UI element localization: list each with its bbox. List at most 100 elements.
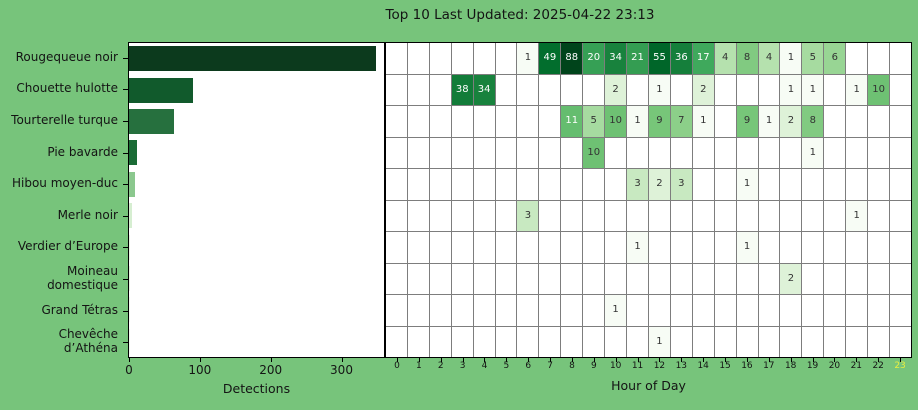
heatmap-cell — [429, 106, 451, 137]
hour-tick-mark — [681, 358, 683, 362]
heatmap-cell — [539, 200, 561, 231]
hour-tick-mark — [550, 358, 552, 362]
bar-row — [129, 200, 384, 231]
hour-tick-label: 3 — [459, 361, 466, 371]
detections-axis-label: Detections — [222, 381, 291, 396]
heatmap-cell — [736, 137, 758, 168]
hour-tick-label: 18 — [784, 361, 797, 371]
hour-tick-mark — [878, 358, 880, 362]
heatmap-cell — [868, 326, 890, 357]
heatmap-cell — [780, 169, 802, 200]
hour-tick-label: 20 — [828, 361, 841, 371]
heatmap-cell — [670, 200, 692, 231]
heatmap-cell — [517, 169, 539, 200]
y-tick-mark — [123, 184, 128, 186]
bar-row — [129, 169, 384, 200]
heatmap-cell — [758, 326, 780, 357]
species-label: Merle noir — [57, 207, 118, 222]
bar-row — [129, 231, 384, 262]
heatmap-cell — [473, 200, 495, 231]
heatmap-cell — [890, 232, 911, 263]
hour-tick-label: 9 — [590, 361, 597, 371]
heatmap-cell — [780, 137, 802, 168]
heatmap-cell — [868, 232, 890, 263]
heatmap-cell — [758, 295, 780, 326]
hour-tick-mark — [440, 358, 442, 362]
hour-tick-mark — [484, 358, 486, 362]
x-tick-mark — [270, 358, 272, 362]
heatmap-cell — [561, 232, 583, 263]
heatmap-cell — [670, 232, 692, 263]
heatmap-cell: 1 — [627, 232, 648, 263]
heatmap-cell — [824, 137, 846, 168]
heatmap-cell — [473, 326, 495, 357]
heatmap-cell: 1 — [605, 295, 627, 326]
heatmap-cell — [517, 137, 539, 168]
heatmap-cell — [714, 263, 736, 294]
heatmap-cell — [627, 137, 648, 168]
heatmap-cell — [846, 106, 868, 137]
heatmap-cell — [407, 106, 429, 137]
x-tick-mark — [341, 358, 343, 362]
heatmap-cell — [495, 137, 517, 168]
heatmap-cell — [429, 263, 451, 294]
hour-tick-mark — [659, 358, 661, 362]
hour-tick-mark — [506, 358, 508, 362]
heatmap-cell — [495, 200, 517, 231]
species-label-row: Moineau domestique — [0, 263, 118, 295]
species-label-row: Rougequeue noir — [0, 42, 118, 74]
heatmap-cell — [758, 200, 780, 231]
species-label-row: Chevêche d’Athéna — [0, 326, 118, 358]
heatmap-cell — [605, 200, 627, 231]
heatmap-cell: 1 — [802, 137, 824, 168]
species-label: Hibou moyen-duc — [11, 176, 118, 191]
heatmap-cell — [386, 169, 407, 200]
heatmap-cell — [517, 74, 539, 105]
hourly-heatmap: 1 49 88 20 34 21 55 36 17 4 8 4 1 5 6 38 34 2 1 2 1 1 1 10 11 5 10… — [385, 42, 912, 358]
heatmap-cell — [780, 200, 802, 231]
heatmap-cell — [386, 43, 407, 74]
heatmap-cell — [451, 263, 473, 294]
heatmap-cell — [539, 232, 561, 263]
heatmap-cell — [495, 232, 517, 263]
heatmap-cell — [386, 74, 407, 105]
heatmap-cell — [451, 106, 473, 137]
heatmap-cell: 49 — [539, 43, 561, 74]
hour-tick-mark — [418, 358, 420, 362]
heatmap-cell — [736, 326, 758, 357]
heatmap-cell — [429, 326, 451, 357]
heatmap-cell: 1 — [846, 200, 868, 231]
heatmap-cell — [386, 232, 407, 263]
heatmap-cell — [824, 74, 846, 105]
heatmap-cell — [561, 200, 583, 231]
heatmap-cell: 1 — [802, 74, 824, 105]
heatmap-cell — [451, 200, 473, 231]
hour-tick-mark — [856, 358, 858, 362]
hour-tick-label: 16 — [741, 361, 753, 371]
heatmap-cell — [583, 232, 605, 263]
heatmap-cell — [736, 200, 758, 231]
heatmap-cell — [868, 295, 890, 326]
hour-tick-mark — [615, 358, 617, 362]
heatmap-cell — [890, 137, 911, 168]
heatmap-cell — [407, 263, 429, 294]
heatmap-cell — [890, 326, 911, 357]
heatmap-cell — [802, 232, 824, 263]
heatmap-cell — [758, 169, 780, 200]
heatmap-cell — [407, 137, 429, 168]
hour-tick-label: 6 — [525, 361, 532, 371]
heatmap-cell — [824, 326, 846, 357]
heatmap-cell — [802, 326, 824, 357]
bar-row — [129, 326, 384, 357]
heatmap-cell: 1 — [846, 74, 868, 105]
detection-bar — [129, 203, 132, 229]
hour-tick-mark — [900, 358, 902, 362]
heatmap-cell: 2 — [692, 74, 714, 105]
heatmap-cell: 2 — [605, 74, 627, 105]
heatmap-cell — [846, 137, 868, 168]
heatmap-cell: 1 — [648, 326, 670, 357]
heatmap-cell — [561, 326, 583, 357]
heatmap-cell — [890, 106, 911, 137]
heatmap-cell — [386, 106, 407, 137]
hour-tick-label: 0 — [394, 361, 400, 371]
